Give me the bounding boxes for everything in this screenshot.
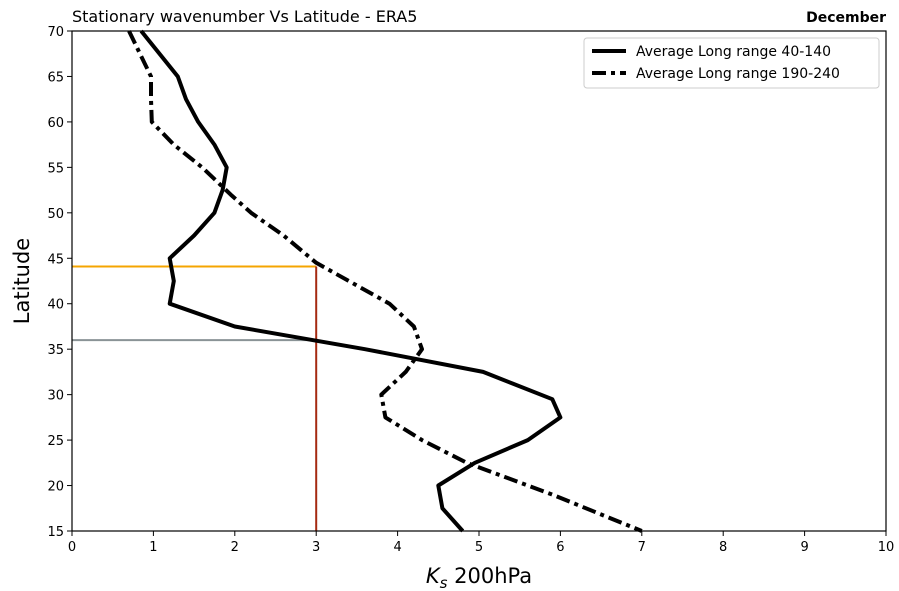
y-tick-label: 70 [47, 25, 64, 40]
y-tick-label: 50 [47, 207, 64, 222]
x-tick-label: 5 [475, 540, 483, 555]
legend-label-40-140: Average Long range 40-140 [636, 44, 831, 60]
x-axis-label-rest: 200hPa [447, 564, 532, 588]
x-tick-label: 6 [556, 540, 564, 555]
legend: Average Long range 40-140 Average Long r… [583, 37, 880, 89]
y-tick-label: 60 [47, 116, 64, 131]
y-tick-label: 65 [47, 70, 64, 85]
y-axis-label: Latitude [10, 238, 34, 324]
y-tick-label: 40 [47, 298, 64, 313]
x-tick-label: 10 [878, 540, 895, 555]
x-tick-label: 2 [231, 540, 239, 555]
series-layer [127, 29, 643, 533]
x-axis-label: Ks 200hPa [426, 564, 532, 591]
y-tick-label: 45 [47, 252, 64, 267]
x-tick-label: 3 [312, 540, 320, 555]
y-tick-label: 20 [47, 480, 64, 495]
x-axis-label-symbol: K [426, 564, 442, 588]
y-tick-label: 30 [47, 389, 64, 404]
plot-frame [71, 30, 887, 532]
reference-lines [72, 265, 318, 531]
x-tick-label: 0 [68, 540, 76, 555]
x-tick-label: 4 [393, 540, 401, 555]
x-tick-label: 7 [638, 540, 646, 555]
y-tick-label: 35 [47, 343, 64, 358]
chart-subtitle-month: December [806, 10, 886, 26]
series-line-1 [127, 30, 643, 533]
x-tick-label: 1 [149, 540, 157, 555]
legend-label-190-240: Average Long range 190-240 [636, 66, 840, 82]
x-tick-label: 9 [800, 540, 808, 555]
series-line-0 [139, 29, 563, 533]
x-tick-label: 8 [719, 540, 727, 555]
y-tick-label: 15 [47, 525, 64, 540]
chart-title: Stationary wavenumber Vs Latitude - ERA5 [72, 7, 417, 26]
y-tick-label: 55 [47, 161, 64, 176]
x-axis-label-subscript: s [440, 574, 448, 591]
y-tick-label: 25 [47, 434, 64, 449]
legend-box [583, 37, 880, 89]
